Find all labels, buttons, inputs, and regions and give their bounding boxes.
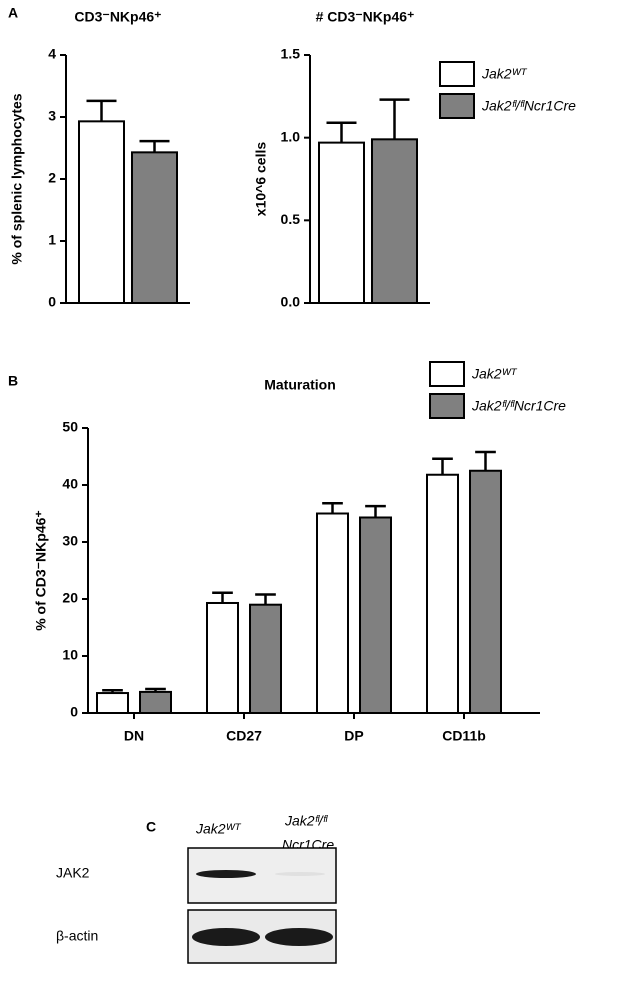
blot-band bbox=[196, 870, 256, 878]
y-tick-label: 2 bbox=[48, 170, 56, 186]
panel-label: A bbox=[8, 5, 18, 21]
y-tick-label: 0.0 bbox=[281, 294, 301, 310]
y-tick-label: 4 bbox=[48, 46, 56, 62]
y-tick-label: 1.5 bbox=[281, 46, 301, 62]
y-tick-label: 1.0 bbox=[281, 128, 301, 144]
chart-title: CD3⁻NKp46⁺ bbox=[74, 9, 161, 25]
legend-swatch bbox=[439, 61, 475, 87]
legend-label: Jak2ᶠˡ/ᶠˡNcr1Cre bbox=[471, 398, 566, 414]
y-axis-label: % of splenic lymphocytes bbox=[9, 93, 25, 264]
panel-label: C bbox=[146, 819, 156, 835]
blot-row: β-actin bbox=[56, 928, 98, 944]
bar bbox=[249, 603, 282, 715]
bar bbox=[318, 141, 365, 304]
bar bbox=[131, 151, 178, 304]
legend-swatch bbox=[439, 93, 475, 119]
blot-row: JAK2 bbox=[56, 865, 90, 881]
x-tick-label: DN bbox=[124, 728, 144, 744]
y-axis-label: x10^6 cells bbox=[253, 142, 269, 217]
y-tick-label: 3 bbox=[48, 108, 56, 124]
y-tick-label: 20 bbox=[62, 590, 78, 606]
legend-label: Jak2ᵂᵀ bbox=[481, 66, 528, 82]
y-axis-label: % of CD3⁻NKp46⁺ bbox=[33, 510, 49, 631]
y-tick-label: 10 bbox=[62, 647, 78, 663]
chart-title: Maturation bbox=[264, 377, 336, 393]
blot-column: Jak2ᵂᵀ bbox=[195, 821, 242, 837]
panel-label: B bbox=[8, 373, 18, 389]
legend-swatch bbox=[429, 393, 465, 419]
chart-title: # CD3⁻NKp46⁺ bbox=[316, 9, 415, 25]
blot-band bbox=[265, 928, 333, 946]
bar bbox=[78, 120, 125, 304]
bar bbox=[206, 601, 239, 714]
bar bbox=[371, 138, 418, 304]
blot-column: Jak2ᶠˡ/ᶠˡ bbox=[284, 813, 329, 829]
blot-band bbox=[275, 872, 325, 876]
x-tick-label: CD11b bbox=[442, 728, 486, 744]
y-tick-label: 30 bbox=[62, 533, 78, 549]
bar bbox=[96, 692, 129, 714]
bar bbox=[139, 690, 172, 714]
y-tick-label: 0 bbox=[48, 294, 56, 310]
legend-label: Jak2ᶠˡ/ᶠˡNcr1Cre bbox=[481, 98, 576, 114]
bar bbox=[316, 512, 349, 714]
y-tick-label: 1 bbox=[48, 232, 56, 248]
y-tick-label: 0 bbox=[70, 704, 78, 720]
x-tick-label: DP bbox=[344, 728, 363, 744]
blot-band bbox=[192, 928, 260, 946]
y-tick-label: 0.5 bbox=[281, 211, 301, 227]
bar bbox=[469, 469, 502, 714]
western-blot: Jak2ᵂᵀ Jak2ᶠˡ/ᶠˡ Ncr1Cre JAK2 β-actin bbox=[56, 813, 337, 964]
bar bbox=[359, 516, 392, 714]
bar bbox=[426, 473, 459, 714]
y-tick-label: 50 bbox=[62, 419, 78, 435]
x-tick-label: CD27 bbox=[226, 728, 262, 744]
legend-swatch bbox=[429, 361, 465, 387]
legend-label: Jak2ᵂᵀ bbox=[471, 366, 518, 382]
y-tick-label: 40 bbox=[62, 476, 78, 492]
